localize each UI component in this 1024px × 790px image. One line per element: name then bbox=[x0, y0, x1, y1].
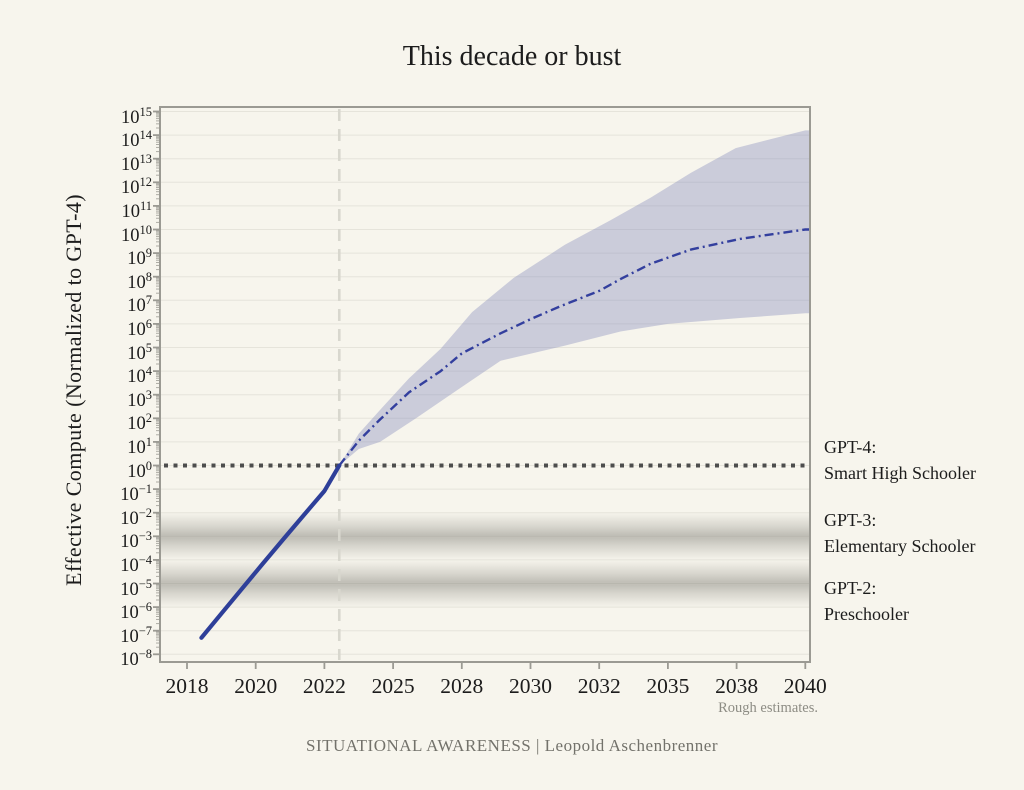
y-tick-label: 106 bbox=[127, 316, 152, 341]
y-tick-label: 108 bbox=[127, 269, 152, 293]
x-tick-label: 2020 bbox=[234, 674, 278, 698]
y-tick-label: 104 bbox=[127, 364, 152, 388]
annotation-gpt2: GPT-2: Preschooler bbox=[824, 575, 909, 627]
y-tick-label: 10−4 bbox=[120, 552, 152, 577]
uncertainty-band bbox=[339, 130, 810, 466]
y-tick-label: 10−1 bbox=[120, 482, 152, 506]
y-tick-label: 100 bbox=[127, 458, 152, 482]
footer-attribution: SITUATIONAL AWARENESS | Leopold Aschenbr… bbox=[305, 736, 719, 755]
x-tick-label: 2038 bbox=[715, 674, 759, 698]
x-tick-label: 2022 bbox=[302, 674, 346, 698]
annotation-gpt2-level: Preschooler bbox=[824, 604, 909, 624]
x-tick-label: 2035 bbox=[646, 674, 690, 698]
annotation-gpt3-level: Elementary Schooler bbox=[824, 536, 976, 556]
y-tick-label: 10−6 bbox=[120, 600, 152, 624]
x-tick-label: 2040 bbox=[783, 674, 827, 698]
y-tick-label: 1013 bbox=[121, 151, 152, 175]
y-tick-label: 1010 bbox=[121, 222, 152, 246]
annotation-gpt3: GPT-3: Elementary Schooler bbox=[824, 507, 975, 559]
y-tick-label: 101 bbox=[127, 434, 152, 459]
annotation-gpt4-level: Smart High Schooler bbox=[824, 463, 976, 483]
axis-frame bbox=[159, 106, 811, 663]
y-tick-label: 107 bbox=[127, 293, 152, 317]
annotation-gpt4: GPT-4: Smart High Schooler bbox=[824, 434, 976, 486]
capability-band-gpt-3 bbox=[161, 512, 809, 561]
x-tick-label: 2032 bbox=[577, 674, 621, 698]
projection-median-line bbox=[338, 228, 810, 467]
annotation-gpt4-model: GPT-4: bbox=[824, 437, 877, 457]
x-tick-label: 2018 bbox=[165, 674, 209, 698]
annotation-gpt2-model: GPT-2: bbox=[824, 578, 877, 598]
y-tick-label: 109 bbox=[127, 246, 152, 270]
x-tick-label: 2025 bbox=[371, 674, 415, 698]
y-tick-label: 103 bbox=[127, 387, 152, 411]
x-tick-label: 2028 bbox=[440, 674, 484, 698]
rough-estimates-note: Rough estimates. bbox=[718, 700, 818, 716]
capability-band-gpt-2 bbox=[161, 559, 809, 608]
y-tick-label: 1012 bbox=[121, 175, 152, 199]
y-tick-label: 10−8 bbox=[120, 647, 152, 671]
y-tick-label: 1015 bbox=[121, 104, 152, 128]
y-tick-label: 1011 bbox=[121, 198, 152, 223]
y-tick-label: 1014 bbox=[121, 128, 152, 152]
chart-title: This decade or bust bbox=[402, 41, 622, 72]
x-tick-label: 2030 bbox=[509, 674, 552, 698]
y-tick-label: 10−2 bbox=[120, 505, 152, 529]
y-tick-label: 10−5 bbox=[120, 576, 152, 600]
y-tick-label: 10−3 bbox=[120, 529, 152, 553]
y-tick-label: 102 bbox=[127, 411, 152, 435]
y-tick-label: 10−7 bbox=[120, 623, 152, 647]
historical-compute-line bbox=[199, 463, 342, 640]
y-tick-label: 105 bbox=[127, 340, 152, 364]
annotation-gpt3-model: GPT-3: bbox=[824, 510, 877, 530]
